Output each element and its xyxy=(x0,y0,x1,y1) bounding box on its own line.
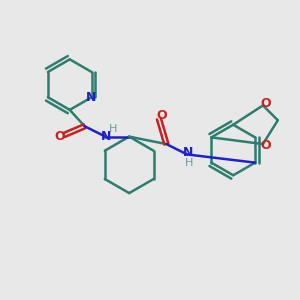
Text: O: O xyxy=(261,139,271,152)
Text: O: O xyxy=(54,130,65,143)
Text: H: H xyxy=(109,124,117,134)
Text: O: O xyxy=(261,98,271,110)
Text: N: N xyxy=(85,91,96,104)
Text: N: N xyxy=(183,146,193,160)
Text: O: O xyxy=(157,109,167,122)
Text: N: N xyxy=(101,130,111,142)
Text: H: H xyxy=(184,158,193,168)
